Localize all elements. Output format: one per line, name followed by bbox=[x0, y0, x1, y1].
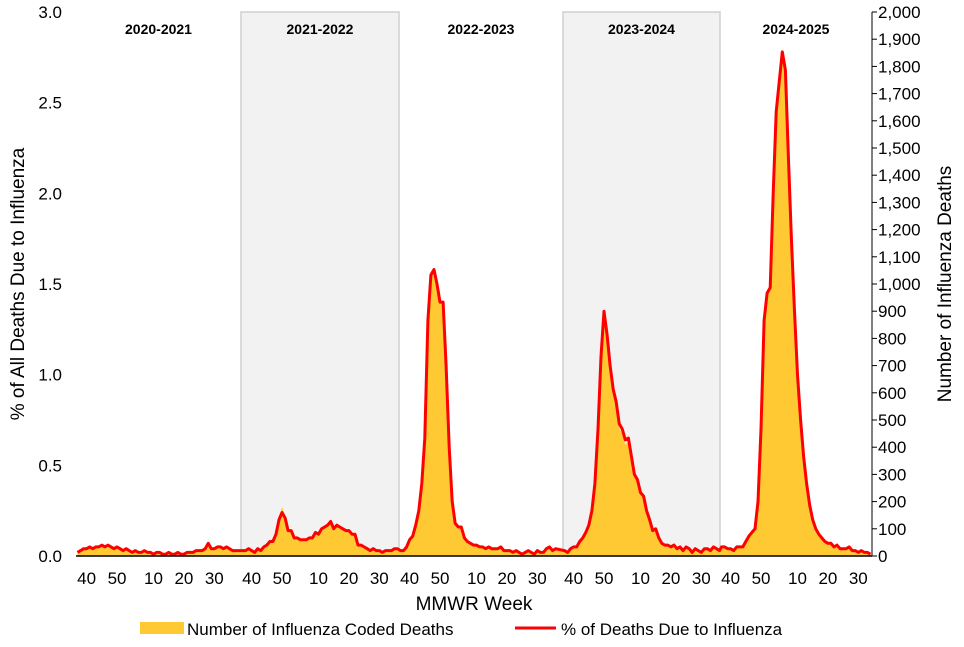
y-axis-left-title: % of All Deaths Due to Influenza bbox=[8, 147, 29, 420]
y-right-tick-label: 1,200 bbox=[878, 221, 921, 240]
x-tick-label: 50 bbox=[108, 569, 127, 588]
x-tick-label: 20 bbox=[497, 569, 516, 588]
x-tick-label: 10 bbox=[631, 569, 650, 588]
influenza-coded-deaths-area bbox=[77, 52, 871, 556]
percent-deaths-line bbox=[76, 50, 872, 556]
y-axis-right-ticks: 0 100 200 300 400 500 600 700 800 900 1,000 1,100 1,… bbox=[872, 3, 921, 566]
x-tick-label: 40 bbox=[400, 569, 419, 588]
y-left-tick-label: 1.5 bbox=[38, 275, 62, 294]
season-label: 2021-2022 bbox=[287, 21, 354, 37]
season-shade bbox=[562, 11, 721, 557]
x-tick-label: 10 bbox=[144, 569, 163, 588]
y-left-tick-label: 3.0 bbox=[38, 3, 62, 22]
axes bbox=[76, 12, 873, 557]
x-tick-label: 40 bbox=[242, 569, 261, 588]
season-label: 2022-2023 bbox=[448, 21, 515, 37]
y-right-tick-label: 800 bbox=[878, 329, 906, 348]
y-axis-right-title: Number of Influenza Deaths bbox=[935, 166, 956, 403]
x-tick-label: 40 bbox=[564, 569, 583, 588]
x-tick-label: 40 bbox=[77, 569, 96, 588]
season-label: 2024-2025 bbox=[763, 21, 830, 37]
x-tick-label: 30 bbox=[692, 569, 711, 588]
y-right-tick-label: 1,100 bbox=[878, 248, 921, 267]
y-left-tick-label: 0.0 bbox=[38, 547, 62, 566]
y-right-tick-label: 1,800 bbox=[878, 57, 921, 76]
legend-area-label: Number of Influenza Coded Deaths bbox=[187, 620, 454, 639]
x-tick-label: 30 bbox=[205, 569, 224, 588]
y-right-tick-label: 100 bbox=[878, 520, 906, 539]
x-tick-label: 30 bbox=[370, 569, 389, 588]
season-labels: 2020-2021 2021-2022 2022-2023 2023-2024 2024… bbox=[125, 21, 830, 37]
x-tick-label: 20 bbox=[818, 569, 837, 588]
y-right-tick-label: 900 bbox=[878, 302, 906, 321]
y-right-tick-label: 0 bbox=[878, 547, 887, 566]
y-left-tick-label: 2.0 bbox=[38, 184, 62, 203]
y-right-tick-label: 1,900 bbox=[878, 30, 921, 49]
y-right-tick-label: 700 bbox=[878, 357, 906, 376]
y-axis-left-ticks: 0.0 0.5 1.0 1.5 2.0 2.5 3.0 bbox=[38, 3, 62, 566]
x-tick-label: 50 bbox=[595, 569, 614, 588]
x-tick-label: 20 bbox=[661, 569, 680, 588]
legend-line-label: % of Deaths Due to Influenza bbox=[561, 620, 783, 639]
x-axis-title: MMWR Week bbox=[416, 594, 533, 615]
x-tick-label: 10 bbox=[788, 569, 807, 588]
x-tick-label: 30 bbox=[528, 569, 547, 588]
y-right-tick-label: 1,500 bbox=[878, 139, 921, 158]
y-right-tick-label: 1,600 bbox=[878, 112, 921, 131]
y-right-tick-label: 1,400 bbox=[878, 166, 921, 185]
y-right-tick-label: 500 bbox=[878, 411, 906, 430]
x-tick-label: 50 bbox=[431, 569, 450, 588]
y-right-tick-label: 1,300 bbox=[878, 193, 921, 212]
y-left-tick-label: 0.5 bbox=[38, 456, 62, 475]
x-tick-label: 40 bbox=[721, 569, 740, 588]
x-tick-label: 50 bbox=[273, 569, 292, 588]
season-label: 2020-2021 bbox=[125, 21, 192, 37]
y-right-tick-label: 600 bbox=[878, 384, 906, 403]
y-right-tick-label: 300 bbox=[878, 465, 906, 484]
x-tick-label: 30 bbox=[849, 569, 868, 588]
x-tick-label: 50 bbox=[752, 569, 771, 588]
y-right-tick-label: 200 bbox=[878, 493, 906, 512]
legend-area-swatch bbox=[140, 622, 184, 634]
season-shade bbox=[240, 11, 400, 557]
x-axis-ticks: 40 50 10 20 30 40 50 10 20 30 40 50 10 20 30 40 50 10 20 30… bbox=[77, 569, 868, 588]
y-right-tick-label: 400 bbox=[878, 438, 906, 457]
season-label: 2023-2024 bbox=[608, 21, 675, 37]
x-tick-label: 20 bbox=[339, 569, 358, 588]
y-left-tick-label: 1.0 bbox=[38, 366, 62, 385]
x-tick-label: 20 bbox=[174, 569, 193, 588]
x-tick-label: 10 bbox=[467, 569, 486, 588]
y-right-tick-label: 2,000 bbox=[878, 3, 921, 22]
y-right-tick-label: 1,700 bbox=[878, 85, 921, 104]
season-shading bbox=[240, 11, 721, 557]
x-tick-label: 10 bbox=[309, 569, 328, 588]
y-right-tick-label: 1,000 bbox=[878, 275, 921, 294]
y-left-tick-label: 2.5 bbox=[38, 94, 62, 113]
legend: Number of Influenza Coded Deaths % of De… bbox=[140, 620, 783, 639]
